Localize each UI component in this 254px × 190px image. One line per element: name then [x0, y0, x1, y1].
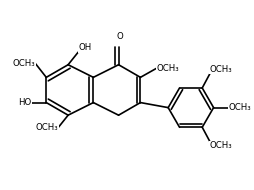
Text: HO: HO: [18, 98, 31, 107]
Text: OCH₃: OCH₃: [210, 141, 233, 150]
Text: OCH₃: OCH₃: [156, 64, 179, 73]
Text: OCH₃: OCH₃: [210, 65, 233, 74]
Text: OH: OH: [78, 43, 91, 52]
Text: OCH₃: OCH₃: [12, 59, 35, 68]
Text: OCH₃: OCH₃: [229, 103, 251, 112]
Text: O: O: [116, 32, 123, 41]
Text: OCH₃: OCH₃: [35, 123, 58, 132]
